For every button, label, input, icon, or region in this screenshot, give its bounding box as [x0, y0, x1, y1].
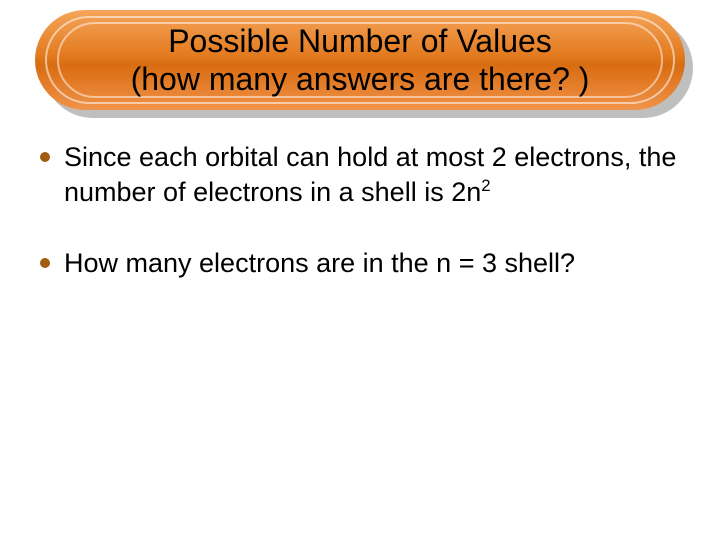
title-container: Possible Number of Values (how many answ…: [35, 10, 685, 110]
bullet-text-before: Since each orbital can hold at most 2 el…: [64, 142, 676, 207]
bullet-superscript: 2: [481, 176, 490, 195]
title-line-1: Possible Number of Values: [168, 23, 552, 59]
slide-body: Since each orbital can hold at most 2 el…: [40, 140, 680, 317]
title-line-2: (how many answers are there? ): [131, 61, 590, 97]
bullet-text: How many electrons are in the n = 3 shel…: [64, 246, 575, 281]
bullet-item: Since each orbital can hold at most 2 el…: [40, 140, 680, 210]
bullet-item: How many electrons are in the n = 3 shel…: [40, 246, 680, 281]
slide-title: Possible Number of Values (how many answ…: [91, 22, 630, 99]
title-pill: Possible Number of Values (how many answ…: [35, 10, 685, 110]
bullet-dot-icon: [40, 258, 50, 268]
bullet-text-before: How many electrons are in the n = 3 shel…: [64, 248, 575, 278]
bullet-dot-icon: [40, 152, 50, 162]
bullet-text: Since each orbital can hold at most 2 el…: [64, 140, 680, 210]
